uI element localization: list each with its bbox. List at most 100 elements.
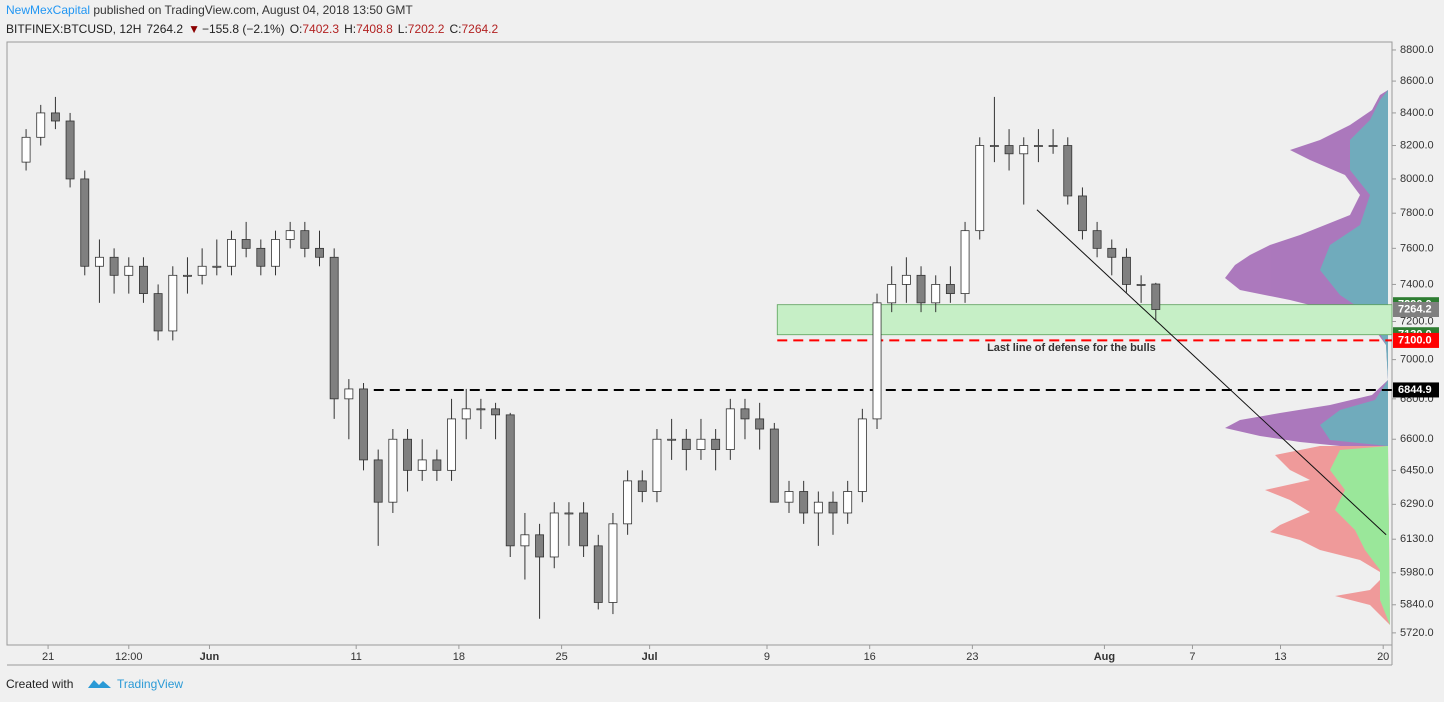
candle-body (315, 247, 324, 258)
candle-body (740, 408, 750, 420)
candle-body (916, 274, 926, 304)
candle-body (784, 491, 794, 503)
candle-body (931, 284, 941, 304)
ohlc-value: 7402.3 (302, 22, 339, 36)
candle-body (373, 459, 383, 503)
candle-body (388, 438, 398, 503)
ohlc-label: L: (398, 22, 408, 36)
candle-body (1063, 145, 1073, 197)
y-tick-label: 7200.0 (1400, 315, 1434, 327)
candle-body (168, 274, 178, 332)
change: −155.8 (−2.1%) (202, 22, 285, 36)
candle-body (329, 256, 339, 400)
arrow: ▼ (188, 22, 200, 36)
x-tick-label: 9 (764, 651, 770, 663)
candle-body (94, 256, 104, 267)
candle-body (21, 136, 31, 163)
x-tick-label: 13 (1274, 651, 1286, 663)
profile-lower-value (1330, 446, 1390, 625)
candle-body (1122, 256, 1131, 285)
candle-body (256, 247, 266, 267)
candle-body (769, 428, 779, 503)
candle-body (755, 418, 765, 430)
tradingview-logo (88, 680, 111, 688)
x-tick-label: 23 (966, 651, 978, 663)
symbol: BITFINEX:BTCUSD, 12H (6, 22, 141, 36)
candle-body (1004, 145, 1014, 155)
candle-body (813, 501, 823, 514)
candle-body (652, 438, 662, 492)
profile-upper-value (1320, 90, 1388, 446)
candle-body (359, 388, 368, 461)
candle-body (1077, 195, 1087, 232)
candle-body (491, 408, 500, 416)
y-tick-label: 7800.0 (1400, 207, 1434, 219)
candle-body (153, 293, 163, 332)
x-tick-label: 16 (864, 651, 876, 663)
candle-body (344, 388, 354, 400)
volume-profile (1225, 90, 1390, 625)
candle-body (564, 512, 574, 515)
candle-body (857, 418, 867, 492)
x-tick-label: 12:00 (115, 651, 143, 663)
candle-body (1092, 230, 1102, 249)
price-label: 6844.9 (1398, 384, 1432, 396)
candle-body (476, 408, 486, 411)
y-tick-label: 5720.0 (1400, 627, 1434, 639)
candle-body (461, 408, 471, 420)
candle-body (989, 145, 999, 147)
candle-body (1151, 283, 1161, 310)
candle-body (711, 438, 721, 450)
candle-body (667, 438, 677, 441)
candle-body (1107, 247, 1117, 258)
candle-body (80, 178, 90, 267)
author: NewMexCapital (6, 3, 90, 17)
candle-body (417, 459, 427, 471)
candle-body (579, 512, 589, 547)
candle-body (828, 501, 838, 514)
candle-body (212, 265, 222, 268)
candle-body (1033, 145, 1043, 147)
y-tick-label: 6450.0 (1400, 464, 1434, 476)
candle-body (241, 239, 251, 249)
candle-body (535, 534, 545, 558)
candle-body (960, 230, 970, 295)
y-tick-label: 8600.0 (1400, 75, 1434, 87)
y-tick-label: 5840.0 (1400, 599, 1434, 611)
last: 7264.2 (146, 22, 183, 36)
candle-body (843, 491, 853, 514)
candle-body (227, 239, 236, 267)
candle-body (50, 112, 60, 122)
x-tick-label: 18 (453, 651, 465, 663)
x-tick-label: 20 (1377, 651, 1389, 663)
price-label: 7264.2 (1398, 303, 1432, 315)
candle-body (183, 274, 192, 277)
annotation: Last line of defense for the bulls (987, 342, 1156, 354)
candle-body (872, 302, 882, 420)
y-tick-label: 6600.0 (1400, 433, 1434, 445)
x-tick-label: Jun (200, 651, 220, 663)
y-tick-label: 7600.0 (1400, 242, 1434, 254)
candle-body (549, 512, 559, 558)
y-tick-label: 5980.0 (1400, 567, 1434, 579)
published: published on TradingView.com, August 04,… (90, 3, 413, 17)
footer: Created with TradingView (6, 677, 183, 691)
candle-body (945, 284, 955, 295)
plot: Last line of defense for the bulls (21, 96, 1393, 619)
trendline (1036, 209, 1387, 536)
y-tick-label: 8800.0 (1400, 44, 1434, 56)
ohlc-label: O: (290, 22, 303, 36)
x-tick-label: 25 (555, 651, 567, 663)
support-zone (776, 304, 1393, 336)
candle-body (696, 438, 706, 450)
candle-body (403, 438, 412, 471)
y-tick-label: 6130.0 (1400, 533, 1434, 545)
candle-body (901, 274, 911, 285)
candle-body (300, 230, 310, 249)
x-tick-label: Aug (1094, 651, 1115, 663)
candle-body (593, 545, 603, 603)
ohlc-value: 7264.2 (461, 22, 498, 36)
candle-body (520, 534, 530, 547)
ohlc-label: C: (449, 22, 461, 36)
